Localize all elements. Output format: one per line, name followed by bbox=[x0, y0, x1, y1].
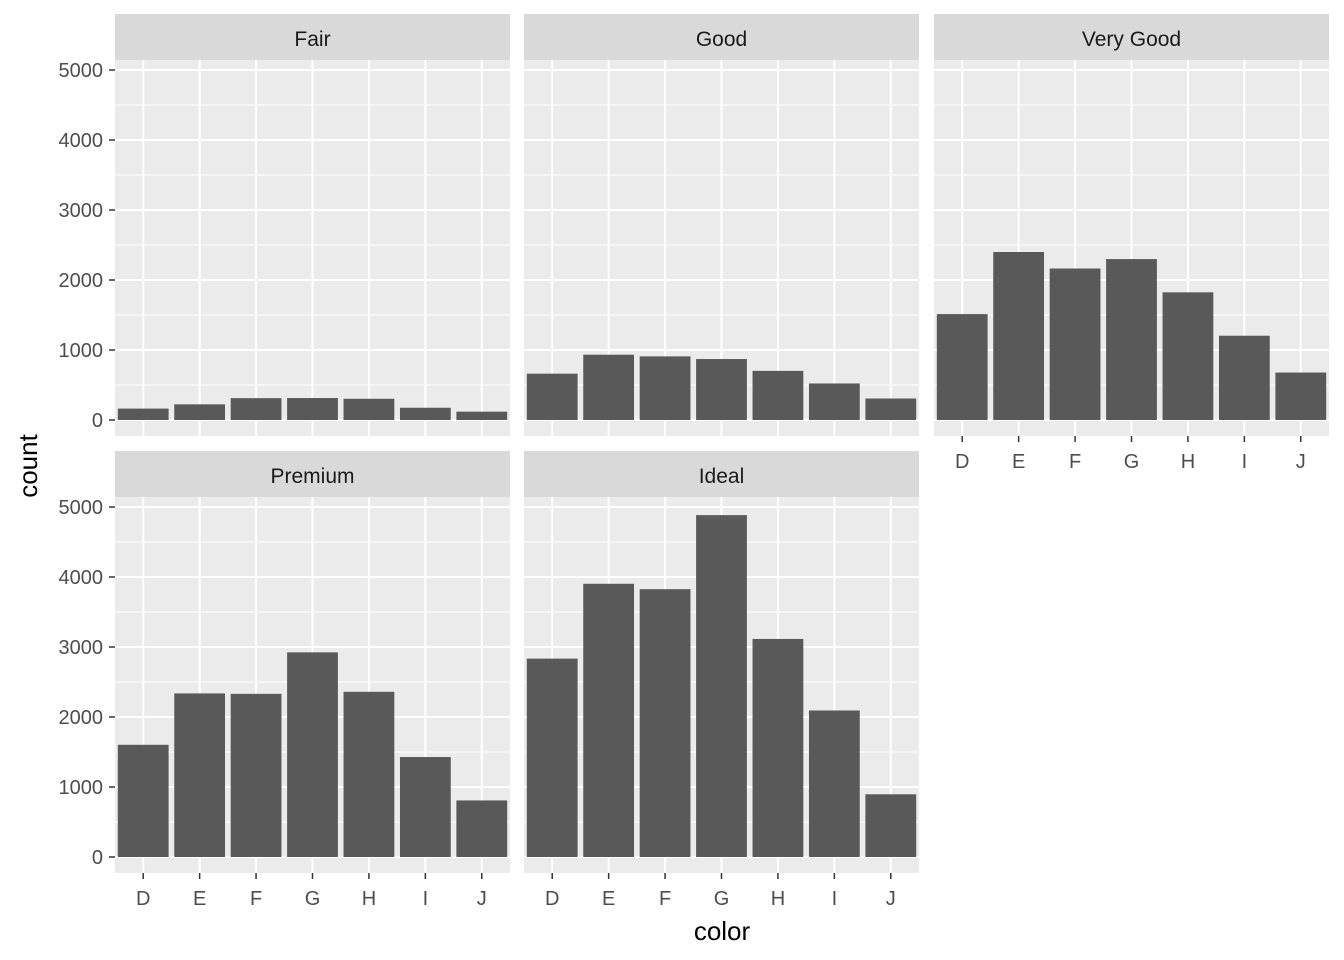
y-tick-label: 0 bbox=[92, 847, 103, 869]
bar-f bbox=[1049, 268, 1101, 420]
bar-e bbox=[174, 404, 226, 420]
facet-panel-good: Good bbox=[524, 14, 919, 436]
x-tick-label: H bbox=[1181, 451, 1195, 473]
bar-f bbox=[230, 693, 282, 857]
y-axis-title: count bbox=[13, 433, 43, 497]
y-tick-label: 0 bbox=[92, 410, 103, 432]
x-tick-label: H bbox=[362, 888, 376, 910]
bar-g bbox=[696, 359, 747, 420]
x-tick-label: F bbox=[659, 888, 671, 910]
bar-h bbox=[343, 398, 395, 420]
bar-f bbox=[230, 398, 282, 420]
bar-e bbox=[583, 583, 635, 857]
x-tick-label: J bbox=[886, 888, 896, 910]
x-tick-label: I bbox=[832, 888, 838, 910]
bar-d bbox=[117, 408, 169, 420]
bar-d bbox=[526, 373, 578, 420]
x-tick-label: E bbox=[193, 888, 206, 910]
bar-j bbox=[456, 411, 508, 420]
y-tick-label: 3000 bbox=[59, 637, 104, 659]
x-tick-label: J bbox=[1296, 451, 1306, 473]
y-tick-label: 3000 bbox=[59, 200, 104, 222]
y-tick-label: 2000 bbox=[59, 707, 104, 729]
x-tick-label: H bbox=[771, 888, 785, 910]
y-tick-label: 2000 bbox=[59, 270, 104, 292]
facet-panel-very-good: Very Good D E F G H I J bbox=[934, 14, 1329, 473]
x-tick-label: D bbox=[545, 888, 559, 910]
facet-strip-label: Very Good bbox=[1082, 28, 1181, 51]
facet-panel-ideal: Ideal D E F G H I J bbox=[524, 451, 919, 910]
bar-h bbox=[752, 638, 804, 857]
x-tick-label: D bbox=[136, 888, 150, 910]
facet-strip bbox=[115, 451, 510, 497]
bar-j bbox=[865, 794, 917, 857]
x-tick-label: I bbox=[423, 888, 429, 910]
x-tick-label: I bbox=[1242, 451, 1248, 473]
y-tick-label: 5000 bbox=[59, 60, 104, 82]
x-tick-label: F bbox=[1069, 451, 1081, 473]
bar-g bbox=[1106, 259, 1157, 420]
bar-j bbox=[1275, 372, 1327, 420]
facet-strip bbox=[115, 14, 510, 60]
bar-d bbox=[117, 744, 169, 857]
y-tick-label: 4000 bbox=[59, 130, 104, 152]
facet-panel-premium: Premium 0 1000 2000 3000 4000 5000 D E F G H I J bbox=[59, 451, 510, 910]
x-tick-label: D bbox=[955, 451, 969, 473]
y-tick-label: 1000 bbox=[59, 340, 104, 362]
x-tick-label: E bbox=[1012, 451, 1025, 473]
bar-j bbox=[865, 398, 917, 420]
bar-g bbox=[696, 515, 747, 857]
x-tick-label: E bbox=[602, 888, 615, 910]
facet-strip bbox=[934, 14, 1329, 60]
facet-panels: Fair 0 1000 2000 3000 4000 5000 Good Very Good D E… bbox=[59, 14, 1329, 910]
bar-i bbox=[399, 407, 451, 420]
bar-i bbox=[1218, 335, 1270, 420]
bar-e bbox=[583, 354, 635, 420]
x-tick-label: G bbox=[1124, 451, 1140, 473]
y-tick-label: 1000 bbox=[59, 777, 104, 799]
bar-i bbox=[808, 710, 860, 857]
x-tick-label: G bbox=[305, 888, 321, 910]
bar-h bbox=[752, 370, 804, 420]
bar-g bbox=[287, 652, 338, 857]
bar-j bbox=[456, 800, 508, 857]
bar-h bbox=[1162, 292, 1214, 420]
facet-strip-label: Premium bbox=[270, 465, 354, 488]
facet-strip-label: Good bbox=[696, 28, 747, 51]
bar-e bbox=[993, 252, 1045, 420]
bar-f bbox=[639, 356, 691, 420]
facet-strip bbox=[524, 14, 919, 60]
facet-strip bbox=[524, 451, 919, 497]
facet-strip-label: Ideal bbox=[699, 465, 745, 488]
bar-d bbox=[526, 658, 578, 857]
bar-i bbox=[399, 757, 451, 857]
bar-h bbox=[343, 691, 395, 857]
x-tick-label: J bbox=[477, 888, 487, 910]
bar-e bbox=[174, 693, 226, 857]
x-tick-label: G bbox=[714, 888, 730, 910]
bar-i bbox=[808, 383, 860, 420]
facet-panel-fair: Fair 0 1000 2000 3000 4000 5000 bbox=[59, 14, 510, 436]
facet-strip-label: Fair bbox=[294, 28, 330, 51]
y-tick-label: 5000 bbox=[59, 497, 104, 519]
bar-g bbox=[287, 398, 338, 420]
bar-f bbox=[639, 589, 691, 857]
x-tick-label: F bbox=[250, 888, 262, 910]
y-tick-label: 4000 bbox=[59, 567, 104, 589]
bar-d bbox=[936, 314, 988, 420]
x-axis-title: color bbox=[694, 916, 751, 946]
